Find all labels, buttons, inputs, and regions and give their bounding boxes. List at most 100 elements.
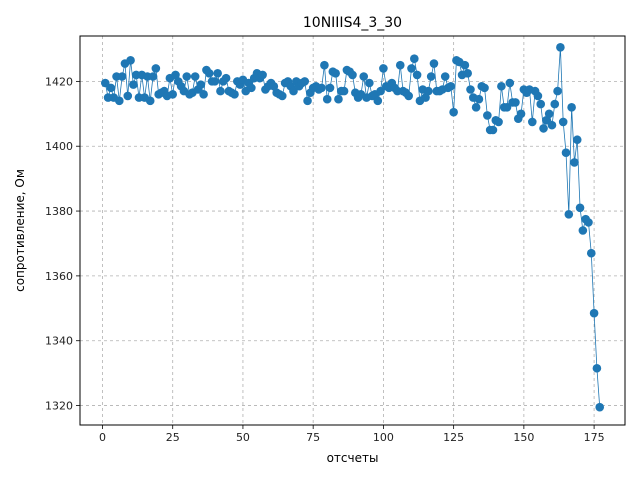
data-point bbox=[494, 117, 503, 127]
data-series bbox=[100, 43, 605, 412]
data-point bbox=[395, 60, 405, 70]
data-point bbox=[544, 109, 554, 119]
data-point bbox=[466, 85, 475, 94]
data-point bbox=[488, 125, 498, 135]
y-tick-label: 1340 bbox=[45, 335, 73, 348]
data-point bbox=[204, 68, 214, 78]
data-point bbox=[348, 70, 357, 80]
data-point bbox=[269, 81, 279, 91]
data-point bbox=[230, 90, 239, 99]
data-point bbox=[320, 60, 329, 70]
data-point bbox=[221, 73, 231, 83]
x-tick-label: 100 bbox=[373, 431, 394, 444]
y-tick-label: 1400 bbox=[45, 140, 73, 153]
y-tick-label: 1360 bbox=[45, 270, 73, 283]
data-point bbox=[570, 158, 579, 167]
data-point bbox=[303, 96, 312, 106]
data-point bbox=[536, 99, 546, 109]
data-point bbox=[331, 68, 340, 78]
y-tick-label: 1320 bbox=[45, 400, 73, 413]
data-point bbox=[334, 94, 343, 104]
data-point bbox=[424, 86, 433, 96]
data-point bbox=[359, 72, 369, 81]
data-point bbox=[592, 363, 602, 373]
data-point bbox=[379, 64, 388, 73]
axis-ticks: 0 25 50 75 100 125 150 175 1320 1340 1360 1380 1400 1… bbox=[45, 75, 605, 444]
data-point bbox=[115, 96, 124, 106]
data-point bbox=[575, 203, 585, 213]
data-point bbox=[446, 81, 456, 91]
data-point bbox=[373, 96, 383, 106]
data-point bbox=[505, 78, 515, 88]
data-point bbox=[426, 72, 436, 81]
x-tick-label: 0 bbox=[99, 431, 106, 444]
x-tick-label: 125 bbox=[443, 431, 464, 444]
data-point bbox=[480, 83, 489, 93]
data-point bbox=[550, 99, 560, 109]
data-point bbox=[511, 98, 520, 107]
data-point bbox=[556, 43, 565, 52]
data-point bbox=[289, 86, 298, 96]
data-point bbox=[561, 148, 571, 157]
chart-title: 10NIIIS4_3_30 bbox=[303, 15, 402, 31]
data-point bbox=[325, 83, 335, 93]
data-point bbox=[410, 54, 419, 63]
x-tick-label: 175 bbox=[584, 431, 605, 444]
data-point bbox=[216, 86, 225, 96]
data-point bbox=[584, 218, 593, 227]
y-tick-label: 1380 bbox=[45, 205, 73, 218]
data-point bbox=[213, 68, 222, 78]
data-point bbox=[196, 80, 206, 89]
data-point bbox=[567, 103, 576, 112]
data-point bbox=[421, 93, 430, 102]
data-point bbox=[182, 72, 192, 81]
data-point bbox=[474, 94, 484, 104]
y-tick-label: 1420 bbox=[45, 75, 73, 88]
data-point bbox=[412, 70, 422, 80]
data-point bbox=[516, 109, 526, 119]
data-point bbox=[564, 209, 574, 219]
data-point bbox=[129, 80, 138, 89]
x-tick-label: 50 bbox=[236, 431, 250, 444]
data-point bbox=[527, 117, 537, 127]
data-point bbox=[589, 308, 599, 318]
data-point bbox=[117, 72, 127, 81]
data-point bbox=[339, 86, 349, 96]
data-point bbox=[542, 115, 551, 125]
data-point bbox=[126, 56, 135, 65]
data-point bbox=[258, 70, 267, 80]
data-point bbox=[151, 64, 161, 73]
x-tick-label: 150 bbox=[513, 431, 534, 444]
data-point bbox=[463, 68, 472, 78]
data-point bbox=[547, 120, 557, 130]
x-tick-label: 25 bbox=[166, 431, 180, 444]
data-point bbox=[460, 60, 470, 70]
data-point bbox=[148, 72, 158, 81]
data-point bbox=[190, 72, 200, 81]
data-point bbox=[317, 83, 326, 93]
data-point bbox=[106, 83, 116, 93]
data-point bbox=[376, 86, 385, 96]
x-tick-label: 75 bbox=[306, 431, 320, 444]
data-point bbox=[322, 94, 332, 104]
data-point bbox=[277, 91, 287, 101]
data-point bbox=[502, 103, 512, 112]
x-axis-label: отсчеты bbox=[327, 451, 379, 465]
data-point bbox=[300, 77, 310, 86]
data-point bbox=[558, 117, 568, 127]
data-point bbox=[199, 90, 208, 99]
data-point bbox=[553, 86, 562, 96]
data-point bbox=[497, 81, 506, 91]
data-point bbox=[145, 96, 155, 106]
data-point bbox=[210, 77, 220, 86]
data-point bbox=[429, 59, 439, 68]
data-point bbox=[449, 107, 458, 117]
data-point bbox=[572, 135, 582, 145]
data-point bbox=[578, 226, 588, 235]
data-point bbox=[100, 78, 110, 88]
data-point bbox=[539, 124, 548, 133]
data-point bbox=[483, 111, 492, 120]
data-point bbox=[533, 91, 543, 101]
